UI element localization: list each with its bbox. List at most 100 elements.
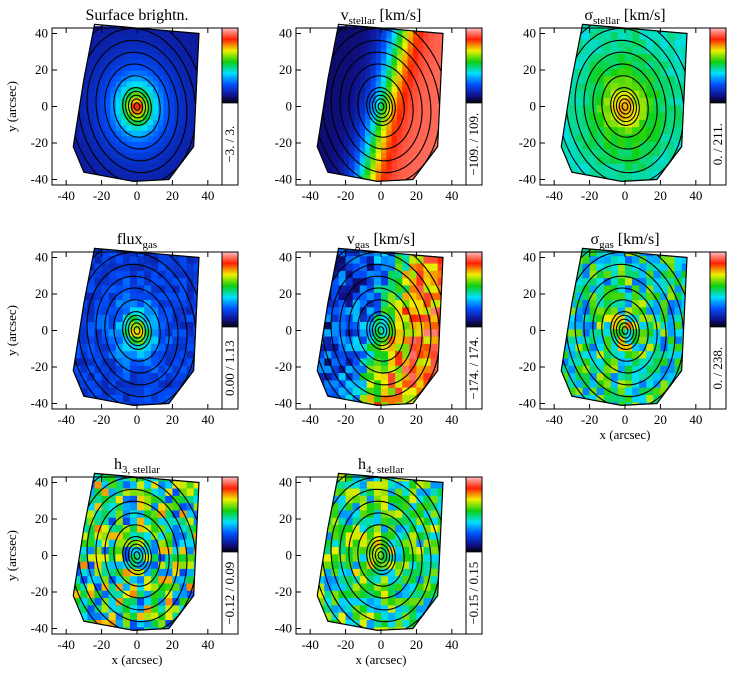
- map-cell: [301, 174, 307, 180]
- map-cell: [59, 394, 67, 402]
- map-cell: [610, 82, 619, 91]
- map-cell: [179, 130, 186, 137]
- map-cell: [152, 69, 159, 77]
- map-cell: [596, 343, 605, 352]
- map-cell: [338, 37, 345, 44]
- map-cell: [327, 135, 334, 142]
- map-cell: [596, 401, 605, 406]
- map-cell: [407, 59, 414, 66]
- map-cell: [94, 560, 103, 569]
- map-cell: [625, 163, 633, 171]
- map-cell: [73, 80, 74, 88]
- map-cell: [412, 141, 419, 148]
- map-cell: [73, 113, 74, 120]
- map-cell: [674, 119, 683, 128]
- map-cell: [137, 517, 145, 526]
- map-cell: [386, 135, 393, 142]
- map-cell: [99, 141, 106, 148]
- colorbar-frame: [709, 251, 727, 410]
- map-cell: [603, 119, 612, 128]
- map-cell: [568, 343, 577, 352]
- map-cell: [206, 70, 212, 76]
- map-cell: [667, 328, 676, 337]
- map-cell: [63, 92, 69, 98]
- map-cell: [129, 524, 138, 533]
- map-cell: [147, 48, 154, 55]
- map-cell: [307, 65, 313, 71]
- map-cell: [163, 163, 170, 170]
- map-cell: [87, 597, 96, 606]
- map-cell: [366, 262, 375, 271]
- map-cell: [338, 270, 347, 279]
- map-cell: [582, 163, 591, 171]
- map-cell: [324, 343, 333, 352]
- map-cell: [703, 270, 711, 278]
- map-cell: [674, 38, 683, 47]
- map-cell: [89, 97, 96, 104]
- map-cell: [696, 343, 704, 351]
- map-cell: [603, 68, 612, 77]
- map-cell: [439, 152, 443, 159]
- map-cell: [158, 86, 165, 93]
- map-cell: [561, 31, 562, 40]
- map-cell: [345, 524, 354, 533]
- map-cell: [540, 46, 548, 54]
- map-cell: [589, 46, 598, 55]
- map-cell: [94, 350, 103, 359]
- map-cell: [349, 113, 356, 120]
- map-cell: [307, 37, 313, 43]
- map-cell: [391, 31, 398, 38]
- map-cell: [338, 91, 345, 98]
- map-cell: [206, 136, 212, 142]
- map-cell: [52, 590, 60, 598]
- map-cell: [101, 350, 110, 359]
- map-cell: [561, 270, 562, 279]
- map-cell: [445, 54, 451, 60]
- map-cell: [208, 510, 216, 518]
- map-cell: [147, 135, 154, 142]
- map-cell: [80, 560, 89, 569]
- map-cell: [195, 108, 199, 115]
- map-cell: [73, 255, 74, 264]
- map-cell: [52, 263, 60, 271]
- map-cell: [660, 46, 669, 55]
- map-cell: [186, 387, 195, 395]
- map-cell: [296, 136, 302, 142]
- map-cell: [327, 80, 334, 88]
- map-cell: [689, 394, 697, 402]
- map-cell: [338, 152, 345, 159]
- map-cell: [296, 54, 302, 60]
- map-cell: [324, 379, 333, 388]
- map-cell: [317, 350, 318, 359]
- map-cell: [455, 59, 461, 65]
- map-cell: [73, 575, 74, 584]
- map-cell: [674, 270, 683, 279]
- map-cell: [193, 357, 199, 366]
- map-cell: [99, 80, 106, 88]
- map-cell: [52, 48, 58, 54]
- map-cell: [201, 546, 209, 554]
- map-cell: [617, 394, 626, 403]
- map-cell: [317, 102, 318, 109]
- map-cell: [186, 619, 195, 628]
- map-cell: [63, 32, 69, 38]
- map-cell: [561, 177, 562, 182]
- map-cell: [63, 114, 69, 120]
- map-cell: [83, 69, 90, 77]
- title-main: v: [347, 231, 355, 248]
- contour: [374, 98, 388, 115]
- map-cell: [625, 68, 633, 77]
- map-cell: [317, 91, 324, 98]
- map-cell: [352, 277, 361, 286]
- map-cell: [639, 46, 647, 55]
- map-cell: [115, 86, 122, 93]
- map-cell: [386, 113, 393, 120]
- map-cell: [667, 277, 676, 286]
- map-cell: [165, 531, 174, 540]
- map-cell: [101, 343, 110, 352]
- map-cell: [126, 53, 133, 60]
- map-cell: [52, 583, 60, 591]
- map-cell: [296, 503, 304, 511]
- map-cell: [452, 358, 460, 366]
